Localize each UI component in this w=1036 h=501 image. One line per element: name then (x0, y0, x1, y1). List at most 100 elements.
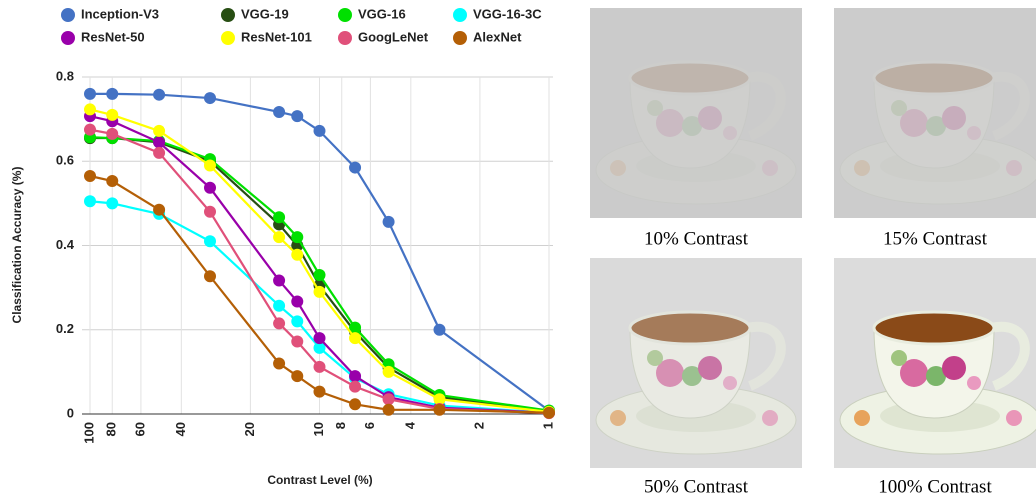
data-point (84, 87, 96, 100)
image-50 (590, 258, 802, 468)
data-point (106, 87, 119, 100)
data-point (204, 205, 217, 218)
image-15 (834, 8, 1036, 218)
data-point (433, 393, 446, 406)
y-tick-label: 0.8 (56, 68, 74, 83)
data-point (382, 365, 395, 378)
data-point (84, 195, 96, 208)
data-point (273, 274, 286, 287)
data-point (153, 146, 166, 159)
data-point (382, 393, 395, 406)
data-point (313, 285, 326, 298)
data-point (291, 335, 304, 348)
y-tick-label: 0 (67, 405, 74, 420)
data-point (313, 360, 326, 373)
legend-label: GoogLeNet (358, 29, 429, 44)
legend-swatch (221, 8, 235, 22)
y-tick-label: 0.4 (56, 237, 75, 252)
data-point (349, 332, 362, 345)
y-tick-label: 0.2 (56, 321, 74, 336)
data-point (273, 299, 286, 312)
data-point (153, 124, 166, 137)
data-point (273, 211, 286, 224)
legend-label: ResNet-50 (81, 29, 145, 44)
x-tick-label: 20 (242, 422, 257, 436)
data-point (84, 123, 96, 136)
data-point (204, 92, 217, 105)
data-point (291, 110, 304, 123)
data-point (349, 370, 362, 383)
x-tick-label: 100 (81, 422, 96, 444)
legend-swatch (61, 8, 75, 22)
data-point (273, 231, 286, 244)
data-point (291, 295, 304, 308)
data-point (204, 181, 217, 194)
data-point (349, 161, 362, 174)
data-point (153, 203, 166, 216)
x-tick-label: 10 (311, 422, 326, 436)
data-point (291, 231, 304, 244)
x-tick-label: 6 (362, 422, 377, 429)
data-point (273, 105, 286, 118)
image-panels: 10% Contrast 15% Contrast 50% Contrast 1… (590, 8, 1036, 497)
data-point (153, 88, 166, 101)
legend-swatch (453, 8, 467, 22)
y-axis-label: Classification Accuracy (%) (10, 167, 24, 324)
data-point (273, 317, 286, 330)
image-10 (590, 8, 802, 218)
data-point (313, 268, 326, 281)
data-point (84, 103, 96, 116)
legend-label: VGG-19 (241, 6, 289, 21)
x-tick-label: 2 (471, 422, 486, 429)
data-point (349, 321, 362, 334)
data-point (204, 235, 217, 248)
x-tick-label: 60 (132, 422, 147, 436)
x-tick-label: 80 (104, 422, 119, 436)
data-point (84, 169, 96, 182)
data-point (291, 315, 304, 328)
data-point (313, 332, 326, 345)
legend-label: VGG-16 (358, 6, 406, 21)
data-point (313, 124, 326, 137)
data-point (273, 357, 286, 370)
x-tick-label: 8 (333, 422, 348, 429)
data-point (153, 136, 166, 149)
legend-label: AlexNet (473, 29, 522, 44)
data-point (106, 197, 119, 210)
data-point (349, 398, 362, 411)
legend-swatch (61, 31, 75, 45)
caption: 15% Contrast (883, 228, 988, 249)
y-tick-label: 0.6 (56, 153, 74, 168)
legend-label: Inception-V3 (81, 6, 159, 21)
data-point (204, 159, 217, 172)
x-tick-label: 4 (402, 421, 417, 429)
caption: 50% Contrast (644, 476, 749, 497)
chart: Classification Accuracy (%) Contrast Lev… (10, 6, 555, 487)
caption: 10% Contrast (644, 228, 749, 249)
image-100 (834, 258, 1036, 468)
x-tick-label: 40 (173, 422, 188, 436)
data-point (433, 323, 446, 336)
x-tick-label: 1 (540, 422, 555, 429)
caption: 100% Contrast (878, 476, 992, 497)
legend-swatch (338, 31, 352, 45)
legend-swatch (338, 8, 352, 22)
x-axis-label: Contrast Level (%) (267, 473, 372, 487)
data-point (543, 406, 555, 419)
data-point (106, 175, 119, 188)
legend-label: ResNet-101 (241, 29, 312, 44)
data-point (291, 370, 304, 383)
data-point (291, 248, 304, 261)
legend-swatch (221, 31, 235, 45)
data-point (204, 270, 217, 283)
data-point (106, 127, 119, 140)
data-point (106, 108, 119, 121)
data-point (349, 380, 362, 393)
data-point (313, 385, 326, 398)
legend-swatch (453, 31, 467, 45)
data-point (313, 341, 326, 354)
data-point (382, 215, 395, 228)
data-point (433, 403, 446, 416)
legend-label: VGG-16-3C (473, 6, 542, 21)
